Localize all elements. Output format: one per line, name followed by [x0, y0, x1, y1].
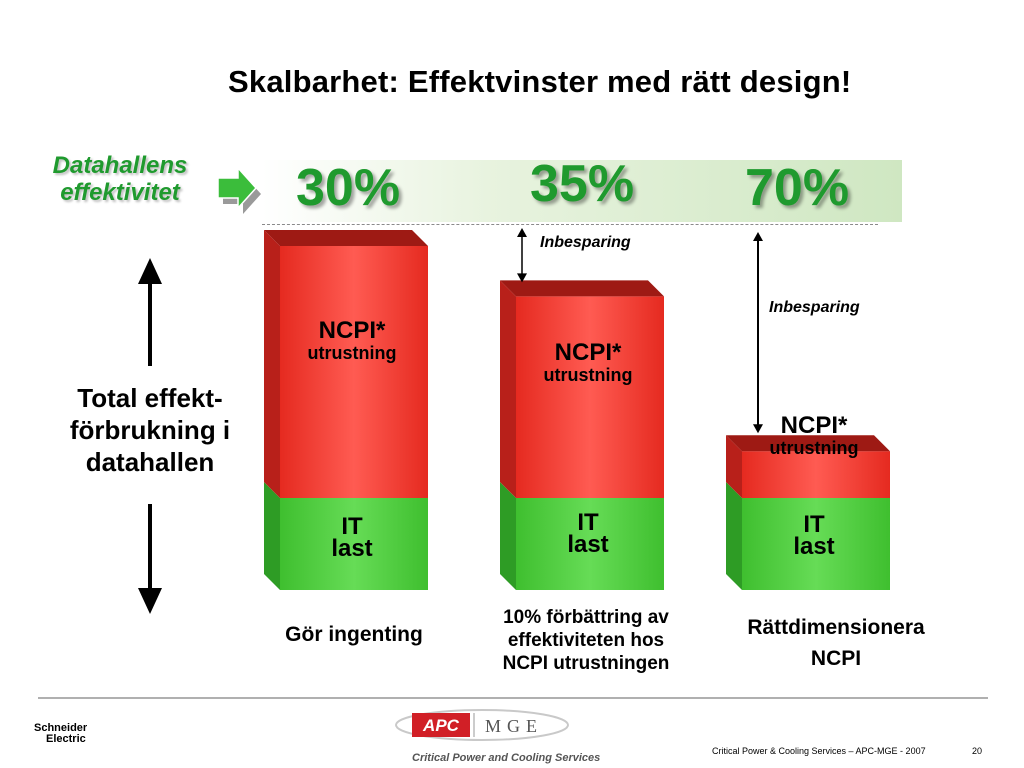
efficiency-band [262, 160, 902, 222]
logo-apc-text: APC [422, 716, 460, 735]
bar3-it-label-bottom: last [793, 533, 835, 560]
bar2-it-label-top: IT [577, 509, 599, 536]
efficiency-value-3: 70% [745, 159, 850, 217]
bar1-ncpi-segment [280, 246, 428, 498]
bar2-top [500, 280, 664, 297]
category-label-2: 10% förbättring av effektiviteten hos NC… [470, 606, 702, 675]
total-consumption-label: Total effekt- förbrukning i datahallen [40, 382, 260, 478]
bar1-it-label: IT last [262, 513, 442, 562]
bar1-it-label-bottom: last [331, 535, 373, 562]
efficiency-label-line2: effektivitet [60, 179, 180, 206]
savings-arrow-2 [753, 232, 763, 434]
bar2-it-segment [516, 498, 664, 590]
bar2-ncpi-label-top: NCPI* [554, 339, 622, 366]
schneider-logo-line2: Electric [46, 733, 86, 745]
bar2-it-label-bottom: last [567, 531, 609, 558]
category-3-line1: Rättdimensionera [747, 616, 925, 639]
schneider-logo-line1: Schneider [34, 722, 88, 734]
footer-text: Critical Power & Cooling Services – APC-… [712, 746, 926, 756]
logo-tagline: Critical Power and Cooling Services [412, 752, 601, 764]
bar3-ncpi-side [726, 435, 742, 498]
bar1-it-side [264, 482, 280, 590]
baseline-dashed-line [262, 224, 878, 225]
bar3-ncpi-label-top: NCPI* [780, 412, 848, 439]
bar3-it-segment [742, 498, 890, 590]
bar2-ncpi-label: NCPI* utrustning [498, 339, 678, 386]
bar3-it-label: IT last [724, 511, 904, 560]
bar1-it-segment [280, 498, 428, 590]
category-label-1: Gör ingenting [246, 622, 462, 648]
category-2-line2: effektiviteten hos [507, 630, 665, 651]
category-label-3: Rättdimensionera NCPI [716, 612, 956, 674]
slide-title: Skalbarhet: Effektvinster med rätt desig… [228, 64, 852, 99]
bar1-ncpi-label-bottom: utrustning [307, 343, 397, 363]
efficiency-value-2: 35% [530, 155, 635, 213]
logo-mge-text: MGE [485, 716, 543, 736]
bar3-ncpi-label: NCPI* utrustning [724, 412, 904, 459]
page-number: 20 [972, 746, 983, 756]
category-3-line2: NCPI [810, 647, 862, 670]
bar1-ncpi-label-top: NCPI* [318, 317, 386, 344]
schneider-logo: Schneider Electric [34, 723, 87, 745]
stacked-bar-chart [264, 228, 890, 590]
bar2-it-side [500, 482, 516, 590]
savings-annotation-1: Inbesparing [540, 234, 631, 251]
bar1-ncpi-label: NCPI* utrustning [262, 317, 442, 364]
efficiency-value-1: 30% [296, 159, 401, 217]
savings-annotation-2: Inbesparing [769, 299, 860, 316]
bar3-it-label-top: IT [803, 511, 825, 538]
category-2-line3: NCPI utrustningen [502, 653, 670, 674]
apc-mge-logo: APC MGE [395, 709, 569, 741]
efficiency-label-line1: Datahallens [52, 152, 188, 179]
bar3-it-side [726, 482, 742, 590]
efficiency-label: Datahallens effektivitet [30, 152, 210, 206]
bar2-ncpi-label-bottom: utrustning [543, 365, 633, 385]
footer-divider [38, 697, 988, 699]
total-label-line1: Total effekt- [77, 383, 223, 413]
bar1-ncpi-side [264, 230, 280, 498]
bar3-ncpi-segment [742, 451, 890, 498]
total-label-line3: datahallen [85, 447, 215, 477]
bar2-ncpi-segment [516, 296, 664, 498]
category-1-line1: Gör ingenting [285, 623, 423, 646]
bar2-it-label: IT last [498, 509, 678, 558]
savings-arrow-1 [517, 228, 527, 283]
total-label-line2: förbrukning i [69, 415, 231, 445]
bar3-top [726, 435, 890, 452]
bar3-ncpi-label-bottom: utrustning [769, 438, 859, 458]
category-2-line1: 10% förbättring av [503, 607, 669, 628]
bar1-top [264, 230, 428, 246]
bar2-ncpi-side [500, 280, 516, 498]
right-arrow-icon [217, 166, 261, 214]
bar1-it-label-top: IT [341, 513, 363, 540]
double-arrow-icon [138, 258, 162, 614]
